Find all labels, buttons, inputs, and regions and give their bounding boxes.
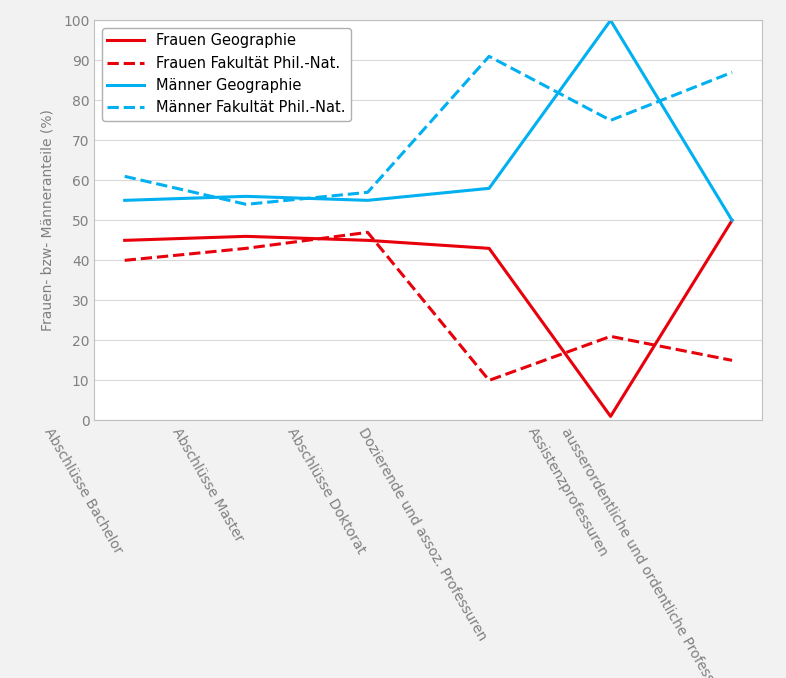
Frauen Geographie bbox=[241, 233, 251, 241]
Frauen Fakultät Phil.-Nat. bbox=[606, 332, 615, 340]
Frauen Geographie bbox=[363, 237, 373, 245]
Frauen Fakultät Phil.-Nat. bbox=[727, 357, 736, 365]
Line: Männer Fakultät Phil.-Nat.: Männer Fakultät Phil.-Nat. bbox=[125, 56, 732, 204]
Line: Frauen Geographie: Frauen Geographie bbox=[125, 220, 732, 416]
Frauen Geographie bbox=[727, 216, 736, 224]
Frauen Fakultät Phil.-Nat. bbox=[241, 244, 251, 252]
Line: Frauen Fakultät Phil.-Nat.: Frauen Fakultät Phil.-Nat. bbox=[125, 233, 732, 380]
Männer Geographie bbox=[241, 193, 251, 201]
Männer Fakultät Phil.-Nat. bbox=[606, 117, 615, 125]
Männer Fakultät Phil.-Nat. bbox=[120, 172, 130, 180]
Frauen Geographie bbox=[120, 237, 130, 245]
Männer Fakultät Phil.-Nat. bbox=[363, 188, 373, 197]
Männer Geographie bbox=[727, 216, 736, 224]
Männer Fakultät Phil.-Nat. bbox=[241, 200, 251, 208]
Männer Geographie bbox=[120, 197, 130, 205]
Frauen Geographie bbox=[606, 412, 615, 420]
Männer Geographie bbox=[484, 184, 494, 193]
Y-axis label: Frauen- bzw- Männeranteile (%): Frauen- bzw- Männeranteile (%) bbox=[41, 109, 55, 332]
Legend: Frauen Geographie, Frauen Fakultät Phil.-Nat., Männer Geographie, Männer Fakultä: Frauen Geographie, Frauen Fakultät Phil.… bbox=[101, 28, 351, 121]
Männer Geographie bbox=[363, 197, 373, 205]
Männer Fakultät Phil.-Nat. bbox=[727, 68, 736, 77]
Frauen Fakultät Phil.-Nat. bbox=[484, 376, 494, 384]
Männer Fakultät Phil.-Nat. bbox=[484, 52, 494, 60]
Frauen Fakultät Phil.-Nat. bbox=[120, 256, 130, 264]
Männer Geographie bbox=[606, 16, 615, 24]
Frauen Fakultät Phil.-Nat. bbox=[363, 228, 373, 237]
Line: Männer Geographie: Männer Geographie bbox=[125, 20, 732, 220]
Frauen Geographie bbox=[484, 244, 494, 252]
